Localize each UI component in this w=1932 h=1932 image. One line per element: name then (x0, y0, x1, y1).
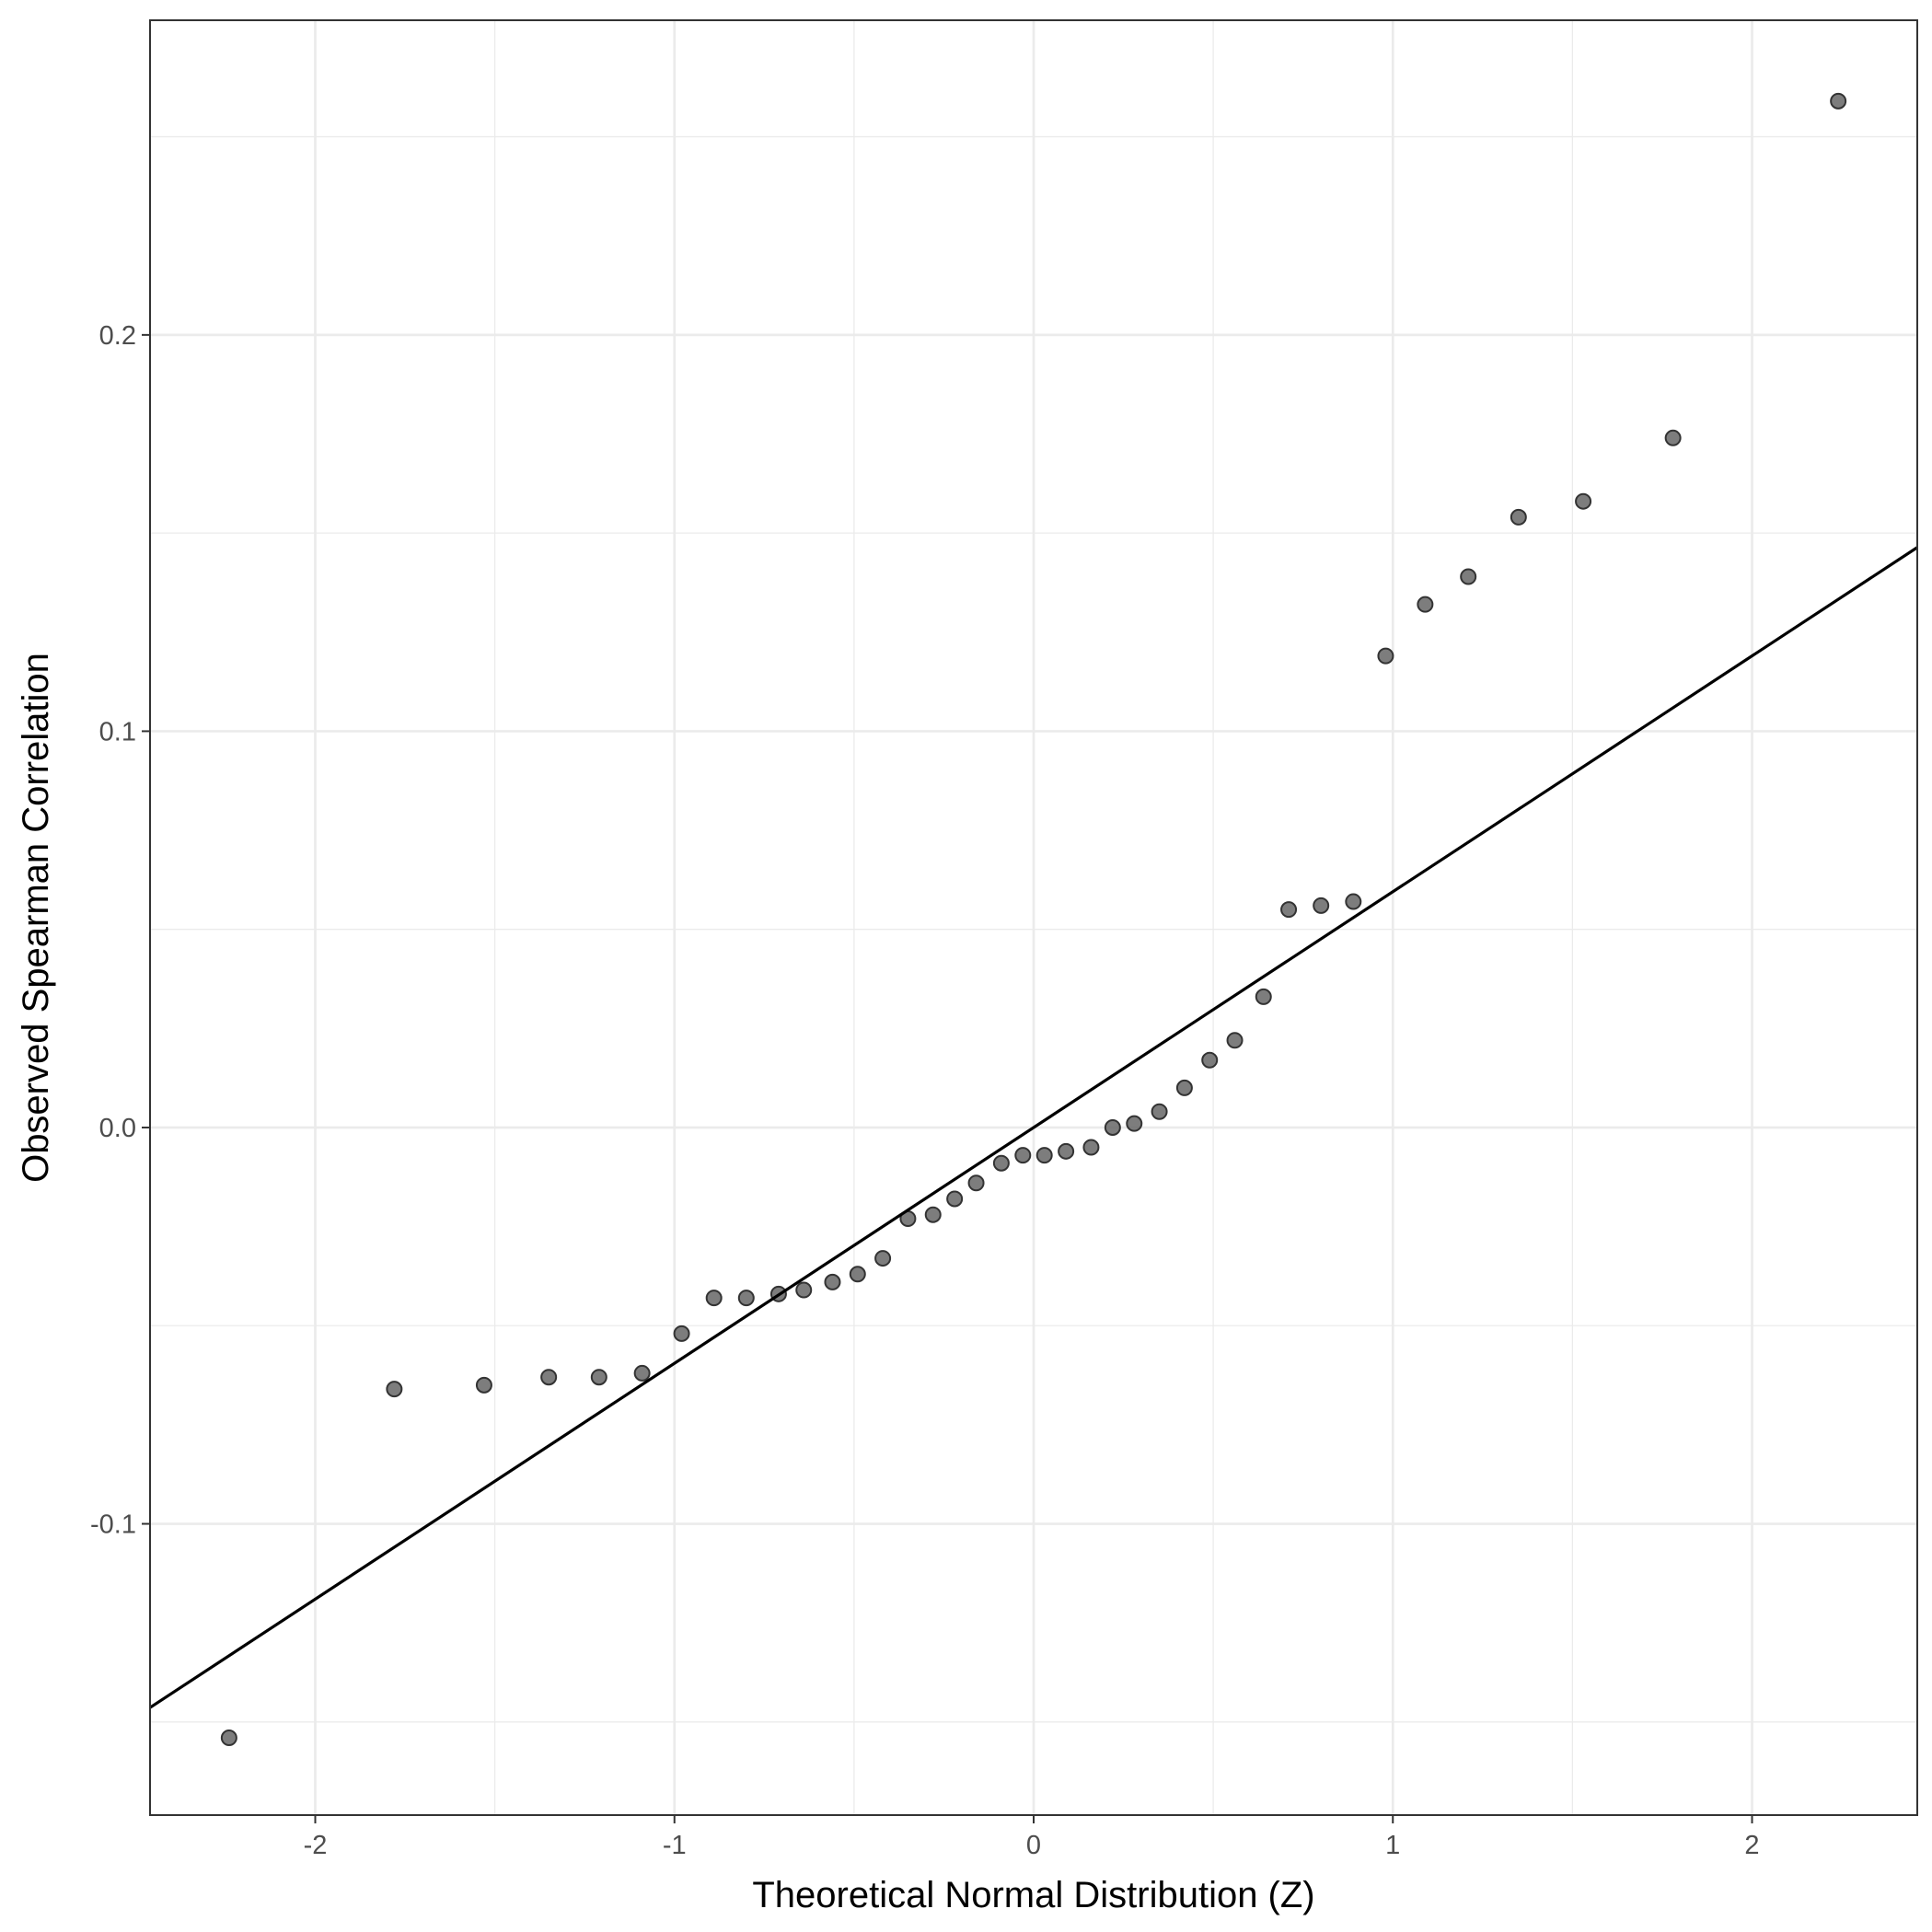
data-points (220, 92, 1847, 1747)
data-point (1510, 508, 1527, 526)
x-tick-label: 0 (1026, 1831, 1041, 1860)
y-tick-label: 0.0 (99, 1114, 136, 1143)
data-point (1280, 901, 1298, 919)
data-point (1345, 893, 1362, 910)
data-point (1226, 1032, 1244, 1049)
x-tick-label: -1 (663, 1831, 687, 1860)
data-point (475, 1376, 492, 1394)
data-point (1104, 1118, 1121, 1136)
data-point (1255, 988, 1272, 1005)
data-point (737, 1290, 755, 1307)
data-point (874, 1250, 892, 1267)
data-point (992, 1154, 1010, 1172)
data-point (1417, 596, 1434, 613)
x-tick-label: 2 (1744, 1831, 1759, 1860)
data-point (1313, 897, 1330, 914)
data-point (1014, 1147, 1032, 1164)
data-point (1201, 1051, 1219, 1069)
y-tick-label: 0.2 (99, 321, 136, 351)
data-point (540, 1369, 558, 1386)
data-point (849, 1266, 866, 1283)
data-point (795, 1281, 813, 1299)
data-point (220, 1730, 237, 1747)
reference-line (149, 546, 1918, 1709)
x-tick-label: 1 (1385, 1831, 1400, 1860)
data-point (386, 1381, 403, 1398)
data-point (705, 1290, 723, 1307)
y-axis-title: Observed Spearman Correlation (16, 653, 56, 1183)
x-axis-ticks: -2 -1 0 1 2 (304, 1815, 1760, 1860)
data-point (1126, 1115, 1143, 1132)
x-axis-title: Theoretical Normal Distribution (Z) (752, 1875, 1314, 1915)
data-point (590, 1369, 607, 1386)
data-point (1151, 1103, 1168, 1120)
y-axis-ticks: -0.1 0.0 0.1 0.2 (90, 321, 150, 1540)
major-gridlines (150, 20, 1917, 1815)
data-point (1575, 492, 1592, 510)
data-point (1058, 1142, 1075, 1160)
data-point (1035, 1147, 1053, 1164)
data-point (967, 1174, 985, 1192)
data-point (1830, 92, 1847, 110)
data-point (1082, 1139, 1100, 1156)
y-tick-label: -0.1 (90, 1510, 136, 1540)
data-point (946, 1190, 964, 1208)
data-point (633, 1364, 651, 1382)
data-point (1460, 568, 1477, 585)
x-tick-label: -2 (304, 1831, 328, 1860)
y-tick-label: 0.1 (99, 717, 136, 746)
data-point (1175, 1079, 1193, 1096)
data-point (1664, 429, 1682, 446)
data-point (673, 1325, 690, 1342)
data-point (1377, 647, 1394, 665)
data-point (924, 1206, 942, 1223)
data-point (824, 1273, 841, 1290)
